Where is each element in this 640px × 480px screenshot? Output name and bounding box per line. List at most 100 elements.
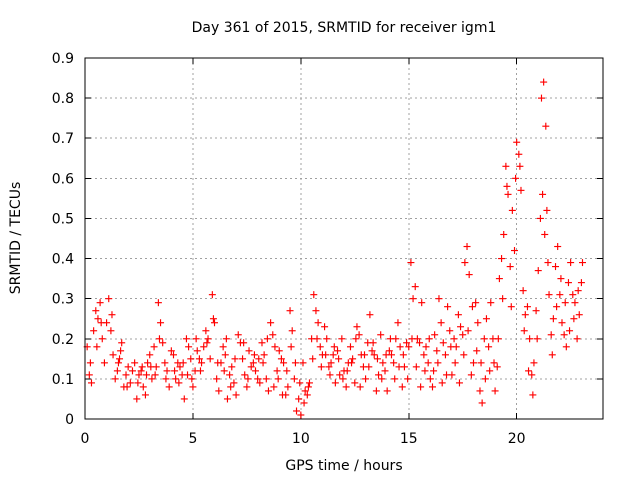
data-point — [176, 363, 184, 371]
data-point — [338, 335, 346, 343]
data-point — [255, 355, 263, 363]
data-point — [123, 383, 131, 391]
data-point — [316, 343, 324, 351]
data-point — [382, 351, 390, 359]
data-point — [256, 379, 264, 387]
data-point — [473, 347, 481, 355]
data-point — [545, 291, 553, 299]
data-point — [284, 383, 292, 391]
y-tick-label: 0.5 — [52, 211, 74, 227]
data-point — [223, 395, 231, 403]
data-point — [297, 411, 305, 419]
data-point — [280, 359, 288, 367]
data-point — [403, 339, 411, 347]
data-point — [528, 371, 536, 379]
data-point — [196, 367, 204, 375]
x-tick-label: 15 — [400, 431, 418, 447]
data-point — [189, 383, 197, 391]
data-point — [450, 335, 458, 343]
data-point — [274, 375, 282, 383]
data-point — [398, 383, 406, 391]
data-point — [434, 359, 442, 367]
data-point — [542, 122, 550, 130]
data-point — [437, 319, 445, 327]
data-point — [263, 335, 271, 343]
y-tick-label: 0.9 — [52, 51, 74, 67]
data-point — [521, 311, 529, 319]
data-point — [249, 359, 257, 367]
data-point — [222, 335, 230, 343]
data-point — [355, 331, 363, 339]
data-point — [512, 174, 520, 182]
data-point — [258, 339, 266, 347]
data-point — [159, 339, 167, 347]
data-point — [188, 375, 196, 383]
data-point — [113, 367, 121, 375]
data-point — [574, 287, 582, 295]
data-point — [310, 291, 318, 299]
data-point — [323, 335, 331, 343]
data-point — [214, 359, 222, 367]
data-point — [422, 343, 430, 351]
y-tick-label: 0.4 — [52, 252, 74, 268]
data-point — [553, 303, 561, 311]
data-point — [368, 347, 376, 355]
data-point — [111, 375, 119, 383]
data-point — [525, 367, 533, 375]
data-point — [326, 371, 334, 379]
data-point — [247, 363, 255, 371]
data-point — [361, 351, 369, 359]
data-point — [271, 343, 279, 351]
data-point — [167, 347, 175, 355]
data-point — [179, 359, 187, 367]
data-point — [408, 335, 416, 343]
data-point — [184, 371, 192, 379]
data-point — [202, 327, 210, 335]
x-axis-label: GPS time / hours — [285, 458, 402, 474]
data-point — [155, 335, 163, 343]
data-point — [465, 271, 473, 279]
data-point — [480, 335, 488, 343]
x-tick-label: 5 — [188, 431, 197, 447]
data-point — [570, 315, 578, 323]
data-point — [385, 347, 393, 355]
data-point — [139, 383, 147, 391]
data-point — [351, 379, 359, 387]
grid-layer — [85, 58, 603, 419]
data-point — [498, 255, 506, 263]
data-point — [291, 359, 299, 367]
data-point — [343, 367, 351, 375]
data-point — [232, 391, 240, 399]
data-point — [457, 323, 465, 331]
data-point — [504, 190, 512, 198]
data-point — [543, 206, 551, 214]
data-point — [309, 355, 317, 363]
y-tick-label: 0.7 — [52, 131, 74, 147]
data-point — [541, 230, 549, 238]
data-point — [107, 327, 115, 335]
data-point — [500, 230, 508, 238]
data-point — [454, 311, 462, 319]
data-point — [378, 375, 386, 383]
data-point — [250, 351, 258, 359]
data-point — [278, 391, 286, 399]
data-point — [566, 327, 574, 335]
data-point — [300, 399, 308, 407]
data-point — [575, 311, 583, 319]
data-point — [269, 331, 277, 339]
data-point — [87, 379, 95, 387]
data-point — [447, 343, 455, 351]
data-point — [336, 371, 344, 379]
data-point — [195, 355, 203, 363]
data-point — [502, 162, 510, 170]
data-point — [455, 379, 463, 387]
data-point — [416, 339, 424, 347]
data-point — [424, 359, 432, 367]
data-point — [539, 190, 547, 198]
data-point — [290, 375, 298, 383]
data-point — [377, 331, 385, 339]
data-point — [481, 375, 489, 383]
data-point — [515, 150, 523, 158]
data-point — [491, 387, 499, 395]
data-point — [417, 383, 425, 391]
